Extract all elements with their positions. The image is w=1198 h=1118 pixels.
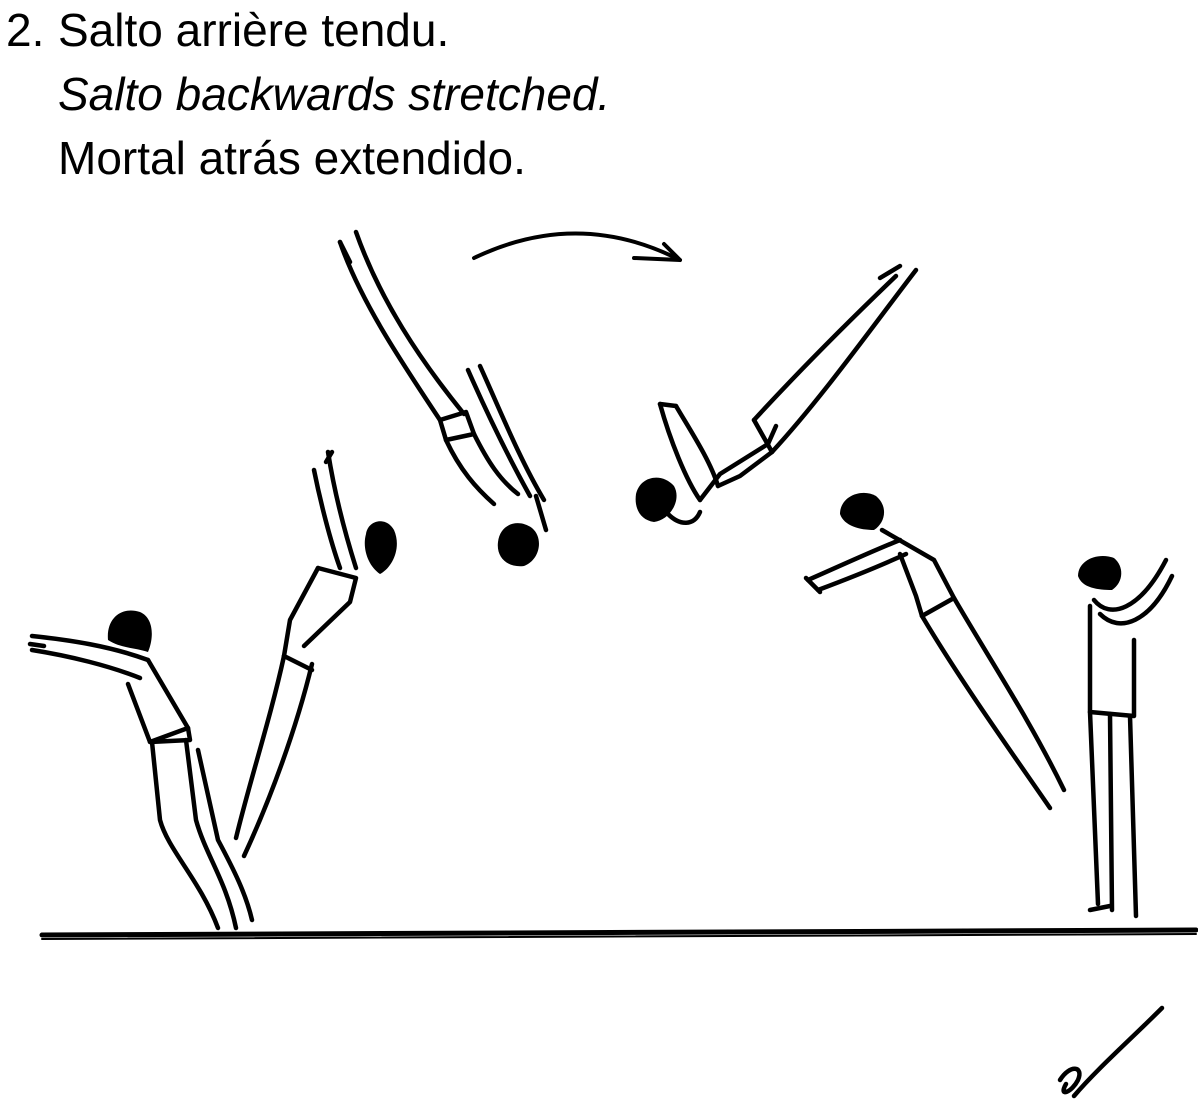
element-name-french: Salto arrière tendu. xyxy=(58,4,450,56)
descending-figure xyxy=(803,492,1067,811)
rising-figure xyxy=(233,449,397,859)
element-name-english: Salto backwards stretched. xyxy=(58,68,611,120)
inverted-figure xyxy=(337,229,549,567)
floor-line xyxy=(39,927,1198,940)
value-mark-icon xyxy=(1057,1005,1165,1099)
element-name-spanish: Mortal atrás extendido. xyxy=(58,132,526,184)
element-number: 2. xyxy=(6,4,45,56)
rotating-figure xyxy=(635,263,919,525)
rotation-arrow-icon xyxy=(472,231,682,262)
takeoff-figure xyxy=(27,610,255,931)
landing-figure xyxy=(1078,556,1175,919)
